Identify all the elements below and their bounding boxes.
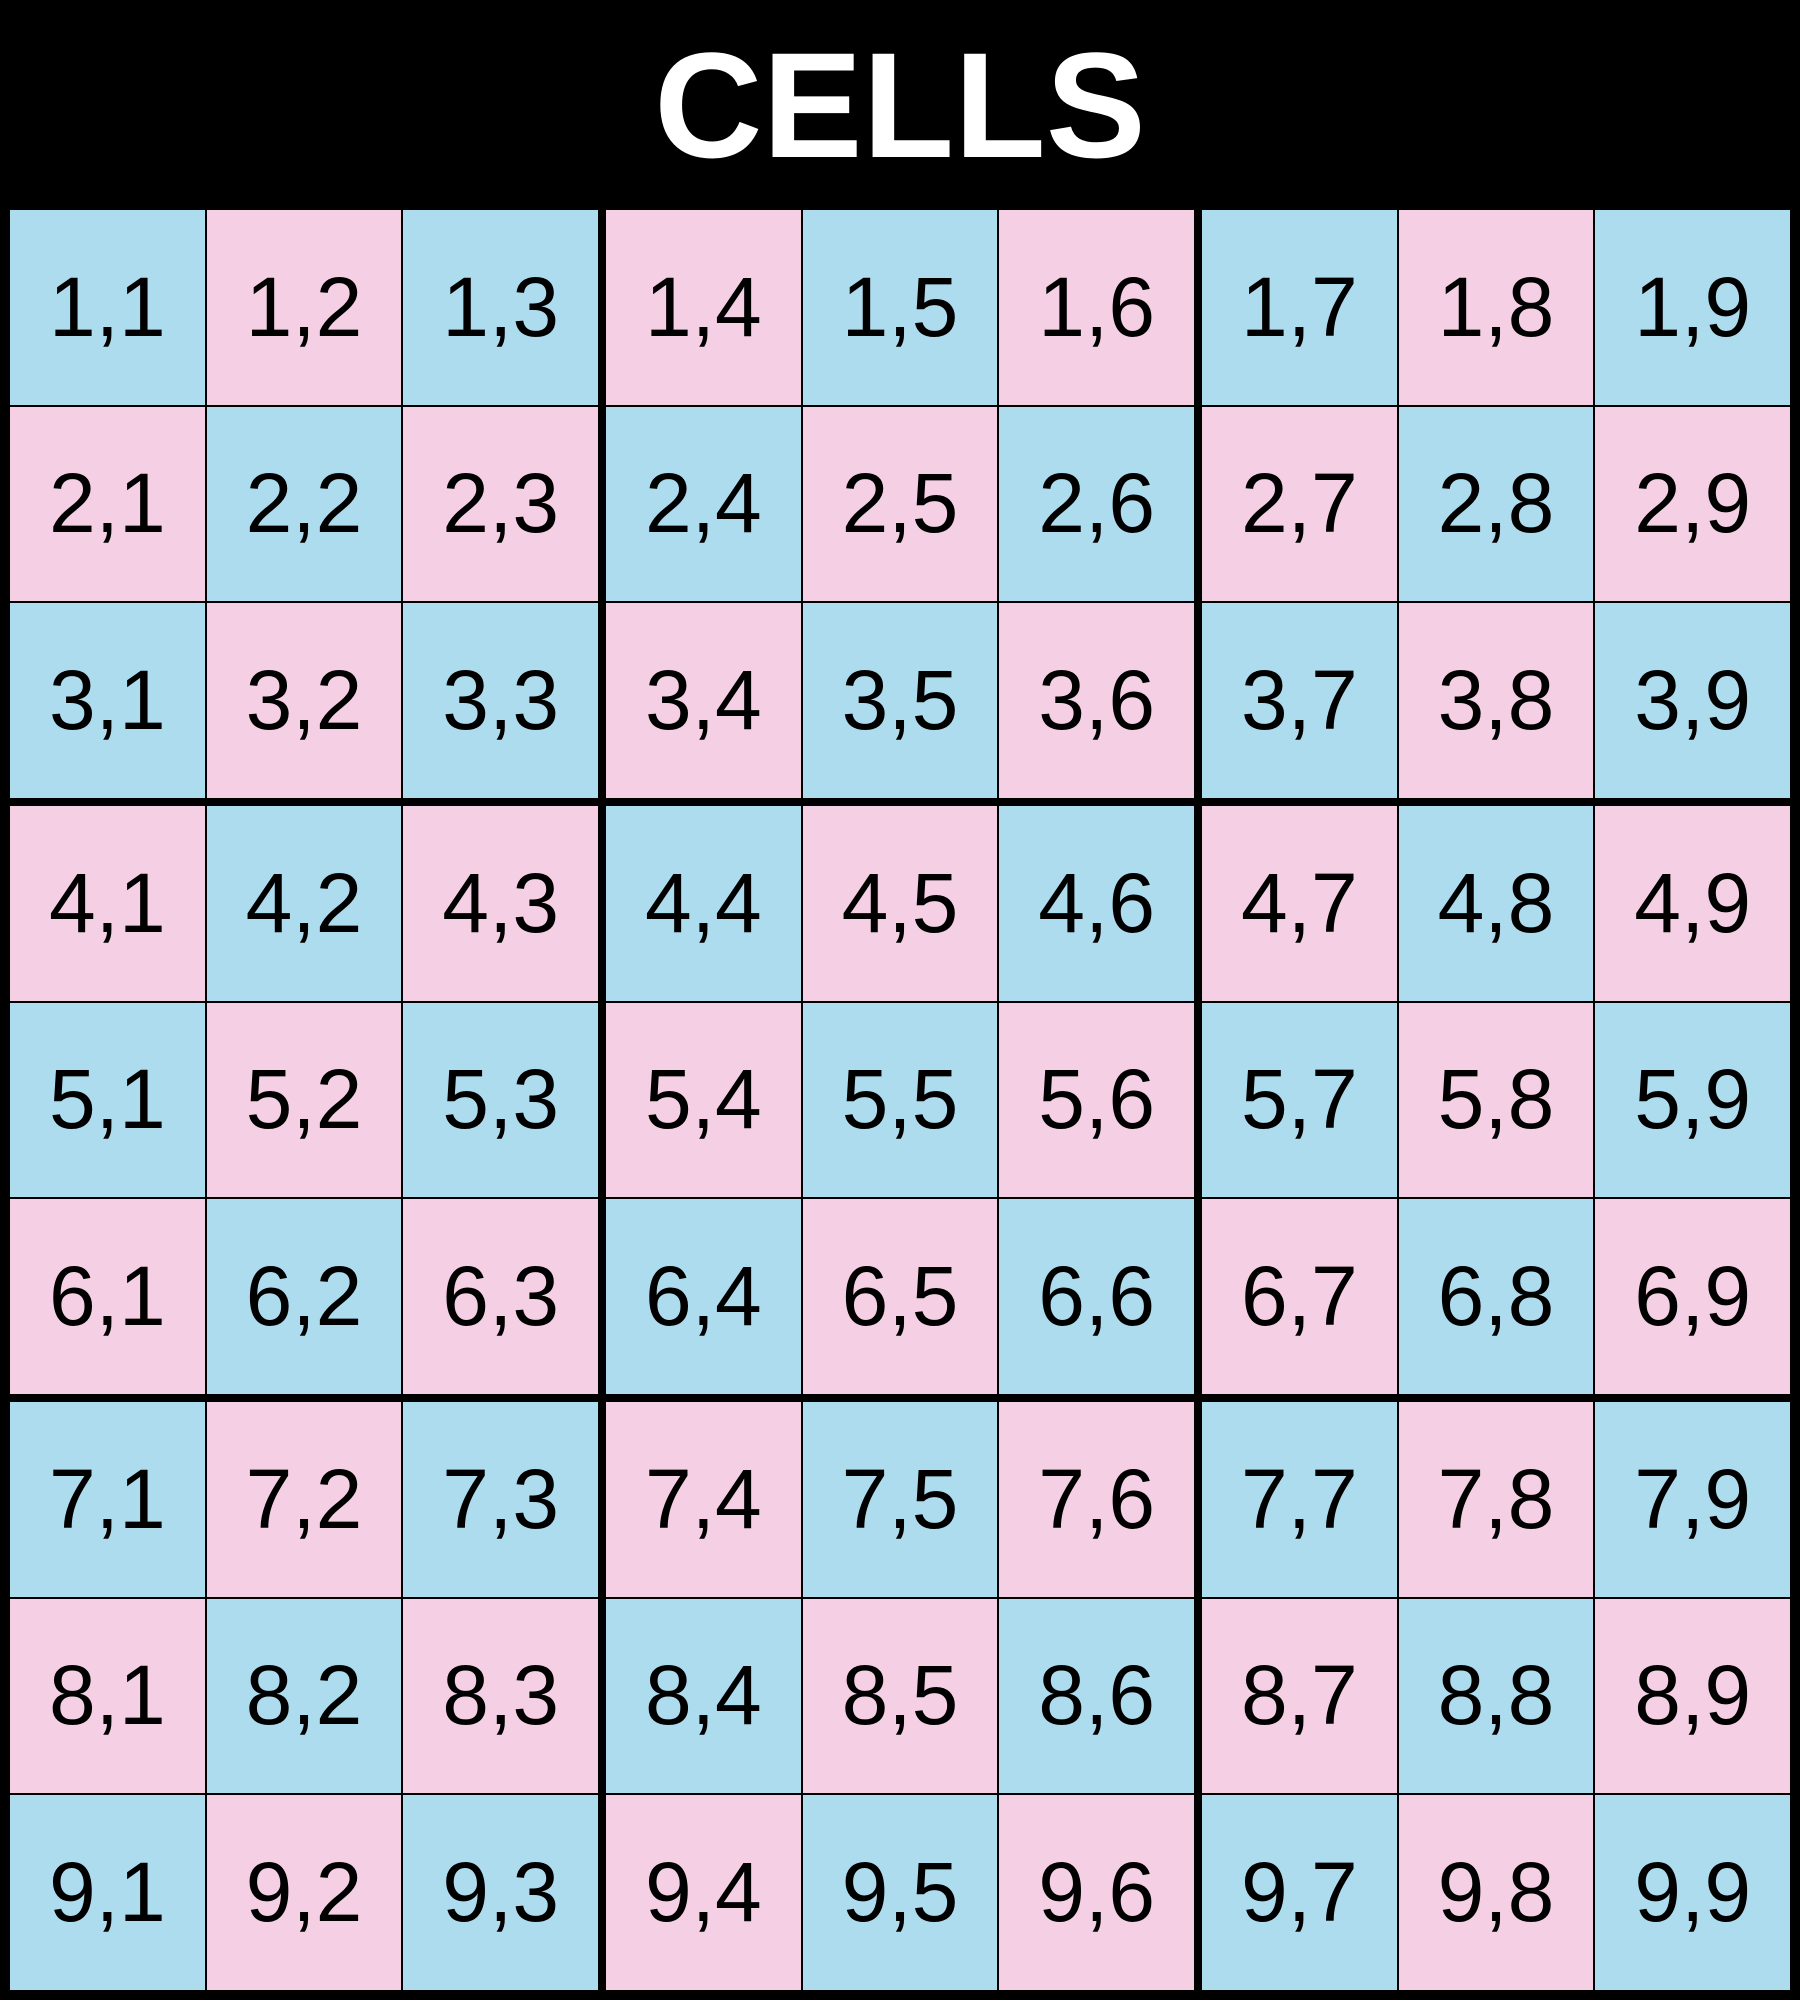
cell: 8,1	[10, 1598, 205, 1794]
cell: 2,2	[206, 406, 402, 602]
title: CELLS	[654, 20, 1146, 189]
cell: 4,4	[606, 806, 801, 1001]
cell: 5,8	[1398, 1002, 1594, 1198]
cell: 9,4	[606, 1795, 801, 1990]
cell: 5,5	[802, 1002, 998, 1198]
cell: 6,1	[10, 1199, 205, 1394]
cell: 8,9	[1595, 1598, 1790, 1794]
cell: 3,4	[606, 603, 801, 798]
cell: 8,8	[1398, 1598, 1594, 1794]
cell: 6,4	[606, 1199, 801, 1394]
cell: 5,7	[1202, 1002, 1397, 1198]
cell: 2,4	[606, 406, 801, 602]
cell: 8,7	[1202, 1598, 1397, 1794]
cell: 6,9	[1595, 1199, 1790, 1394]
cell: 7,8	[1398, 1402, 1594, 1597]
cell: 7,5	[802, 1402, 998, 1597]
cell: 4,8	[1398, 806, 1594, 1001]
cell: 2,9	[1595, 406, 1790, 602]
cell: 4,1	[10, 806, 205, 1001]
cell: 7,4	[606, 1402, 801, 1597]
cell: 4,3	[403, 806, 598, 1001]
cell-grid: 1,1 1,2 1,3 1,4 1,5 1,6 1,7 1,8 1,9 2,1 2,2 2,3 2,4 2…	[10, 210, 1790, 1990]
cell: 6,5	[802, 1199, 998, 1394]
cell: 3,6	[999, 603, 1194, 798]
cell: 2,6	[999, 406, 1194, 602]
cell: 9,6	[999, 1795, 1194, 1990]
cell: 1,2	[206, 210, 402, 405]
cell: 8,6	[999, 1598, 1194, 1794]
cell: 9,9	[1595, 1795, 1790, 1990]
cell: 8,3	[403, 1598, 598, 1794]
cell: 5,2	[206, 1002, 402, 1198]
cell: 6,3	[403, 1199, 598, 1394]
cell: 1,3	[403, 210, 598, 405]
cell: 9,3	[403, 1795, 598, 1990]
cell: 4,5	[802, 806, 998, 1001]
cell: 3,9	[1595, 603, 1790, 798]
cell: 7,9	[1595, 1402, 1790, 1597]
cell: 5,6	[999, 1002, 1194, 1198]
cell: 1,7	[1202, 210, 1397, 405]
cell: 9,1	[10, 1795, 205, 1990]
cell: 9,8	[1398, 1795, 1594, 1990]
cell: 3,5	[802, 603, 998, 798]
cell: 8,2	[206, 1598, 402, 1794]
cell: 6,6	[999, 1199, 1194, 1394]
cell: 5,9	[1595, 1002, 1790, 1198]
cell: 1,9	[1595, 210, 1790, 405]
cell: 5,3	[403, 1002, 598, 1198]
cell: 3,1	[10, 603, 205, 798]
cell: 1,6	[999, 210, 1194, 405]
cell: 1,8	[1398, 210, 1594, 405]
cell: 9,5	[802, 1795, 998, 1990]
cell: 3,2	[206, 603, 402, 798]
cell: 1,5	[802, 210, 998, 405]
cell: 6,2	[206, 1199, 402, 1394]
cell: 2,1	[10, 406, 205, 602]
cell: 2,5	[802, 406, 998, 602]
cell: 6,8	[1398, 1199, 1594, 1394]
cell: 2,3	[403, 406, 598, 602]
cell: 2,7	[1202, 406, 1397, 602]
cell: 5,1	[10, 1002, 205, 1198]
cell: 1,1	[10, 210, 205, 405]
cell: 4,6	[999, 806, 1194, 1001]
cell: 4,2	[206, 806, 402, 1001]
cell: 7,7	[1202, 1402, 1397, 1597]
cell: 1,4	[606, 210, 801, 405]
cell: 7,6	[999, 1402, 1194, 1597]
cell: 7,2	[206, 1402, 402, 1597]
cell: 7,1	[10, 1402, 205, 1597]
cell: 7,3	[403, 1402, 598, 1597]
cell: 3,3	[403, 603, 598, 798]
cell: 5,4	[606, 1002, 801, 1198]
cell: 3,7	[1202, 603, 1397, 798]
cell: 3,8	[1398, 603, 1594, 798]
cell: 2,8	[1398, 406, 1594, 602]
cell: 9,2	[206, 1795, 402, 1990]
cell: 8,5	[802, 1598, 998, 1794]
cell: 4,9	[1595, 806, 1790, 1001]
cell: 4,7	[1202, 806, 1397, 1001]
cell: 6,7	[1202, 1199, 1397, 1394]
cell: 8,4	[606, 1598, 801, 1794]
cell: 9,7	[1202, 1795, 1397, 1990]
